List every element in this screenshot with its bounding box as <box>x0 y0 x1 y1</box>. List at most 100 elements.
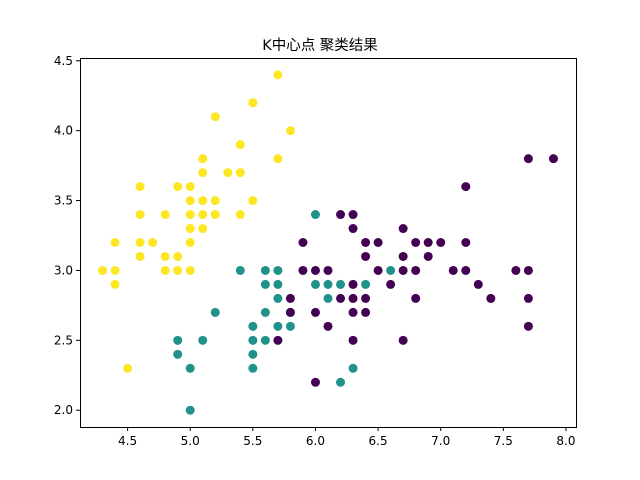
data-point <box>273 70 283 80</box>
y-axis: 2.0 2.5 3.0 3.5 4.0 4.5 <box>54 54 80 417</box>
data-point <box>398 265 408 275</box>
y-tick-label: 2.5 <box>54 333 73 347</box>
data-point <box>348 293 358 303</box>
data-point <box>185 265 195 275</box>
data-point <box>386 279 396 289</box>
data-point <box>411 265 421 275</box>
data-point <box>298 265 308 275</box>
data-point <box>523 321 533 331</box>
data-point <box>223 168 233 178</box>
data-point <box>336 293 346 303</box>
data-point <box>210 307 220 317</box>
data-point <box>160 265 170 275</box>
data-point <box>548 154 558 164</box>
data-point <box>411 238 421 247</box>
data-point <box>148 238 158 247</box>
data-point <box>260 307 270 317</box>
data-point <box>173 335 183 345</box>
data-point <box>273 265 283 275</box>
data-point <box>160 251 170 261</box>
data-point <box>361 293 371 303</box>
data-point <box>348 210 358 220</box>
data-point <box>185 224 195 234</box>
data-point <box>285 307 295 317</box>
chart-title: K中心点 聚类结果 <box>262 37 378 54</box>
data-point <box>461 182 471 192</box>
x-tick-label: 7.5 <box>494 434 513 448</box>
data-point <box>473 279 483 289</box>
data-point <box>411 293 421 303</box>
data-point <box>248 196 258 206</box>
y-tick-label: 2.0 <box>54 403 73 417</box>
data-point <box>310 307 320 317</box>
data-point <box>348 224 358 234</box>
data-point <box>310 279 320 289</box>
data-point <box>348 307 358 317</box>
data-point <box>486 293 496 303</box>
x-tick-label: 6.5 <box>369 434 388 448</box>
data-point <box>248 98 258 108</box>
data-point <box>323 321 333 331</box>
data-point <box>361 238 371 247</box>
data-point <box>285 126 295 136</box>
data-point <box>110 238 120 247</box>
data-point <box>198 335 208 345</box>
data-point <box>361 307 371 317</box>
data-point <box>260 279 270 289</box>
y-tick-label: 4.5 <box>54 54 73 68</box>
data-point <box>323 265 333 275</box>
data-point <box>260 335 270 345</box>
data-point <box>198 196 208 206</box>
data-point <box>210 210 220 220</box>
data-point <box>448 265 458 275</box>
data-point <box>173 182 183 192</box>
data-point <box>135 210 145 220</box>
data-point <box>235 265 245 275</box>
data-point <box>235 210 245 220</box>
data-point <box>198 224 208 234</box>
data-point <box>423 251 433 261</box>
data-point <box>398 335 408 345</box>
x-axis: 4.5 5.0 5.5 6.0 6.5 7.0 7.5 8.0 <box>118 427 576 448</box>
data-point <box>235 168 245 178</box>
data-point <box>98 265 108 275</box>
data-point <box>336 210 346 220</box>
data-point <box>248 349 258 359</box>
data-point <box>398 224 408 234</box>
data-point <box>511 265 521 275</box>
data-point <box>273 279 283 289</box>
x-tick-label: 5.0 <box>181 434 200 448</box>
data-point <box>361 251 371 261</box>
data-point <box>523 154 533 164</box>
data-point <box>135 238 145 247</box>
data-point <box>198 168 208 178</box>
x-tick-label: 8.0 <box>556 434 575 448</box>
data-point <box>185 196 195 206</box>
data-point <box>273 335 283 345</box>
data-point <box>336 279 346 289</box>
data-point <box>235 140 245 150</box>
x-tick-label: 6.0 <box>306 434 325 448</box>
data-point <box>323 293 333 303</box>
data-point <box>135 182 145 192</box>
data-point <box>348 279 358 289</box>
data-point <box>185 210 195 220</box>
data-point <box>185 182 195 192</box>
data-point <box>173 349 183 359</box>
data-point <box>185 363 195 373</box>
data-point <box>285 293 295 303</box>
y-tick-label: 3.0 <box>54 263 73 277</box>
data-point <box>198 210 208 220</box>
data-point <box>185 238 195 247</box>
data-point <box>398 251 408 261</box>
data-point <box>110 279 120 289</box>
x-tick-label: 7.0 <box>431 434 450 448</box>
data-point <box>110 265 120 275</box>
data-point <box>273 321 283 331</box>
data-point <box>336 377 346 387</box>
y-tick-label: 4.0 <box>54 124 73 138</box>
data-point <box>310 265 320 275</box>
x-tick-label: 4.5 <box>118 434 137 448</box>
data-point <box>310 210 320 220</box>
